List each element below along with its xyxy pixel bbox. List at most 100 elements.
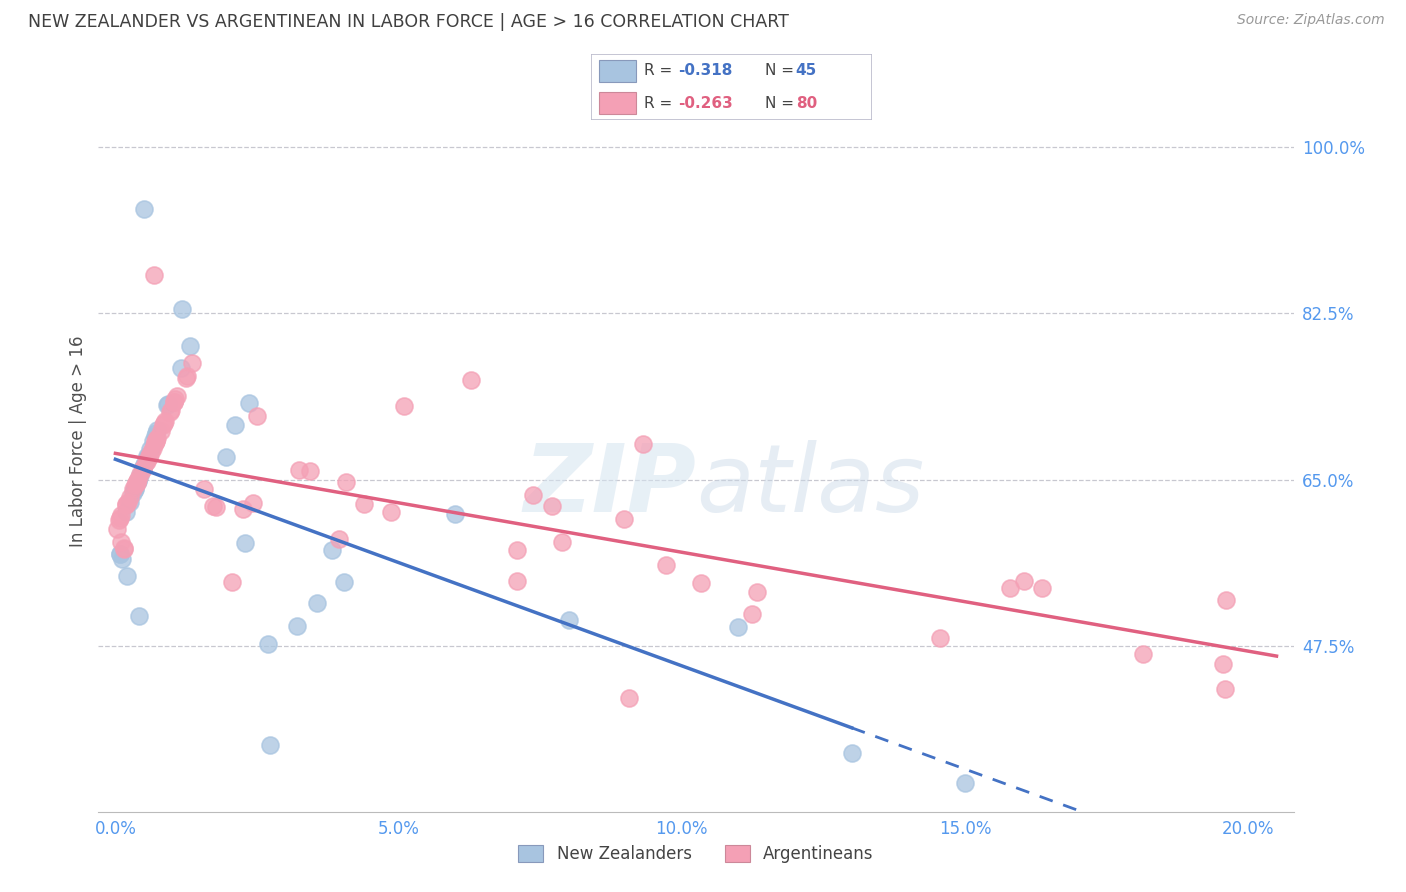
Point: [138, 450, 160, 464]
Point: [259, 739, 281, 753]
Y-axis label: In Labor Force | Age > 16: In Labor Force | Age > 16: [69, 335, 87, 548]
Point: [166, 388, 188, 402]
Point: [108, 547, 131, 561]
Point: [741, 607, 763, 621]
Point: [143, 428, 166, 442]
Point: [288, 462, 311, 476]
Point: [444, 507, 467, 521]
Point: [285, 619, 308, 633]
Text: ZIP: ZIP: [523, 440, 696, 532]
Point: [727, 620, 749, 634]
Point: [392, 399, 415, 413]
Point: [557, 613, 579, 627]
Point: [118, 490, 141, 504]
Point: [129, 467, 152, 482]
Point: [1215, 593, 1237, 607]
Point: [156, 398, 179, 412]
Text: 45: 45: [796, 63, 817, 78]
Point: [136, 449, 159, 463]
Legend: New Zealanders, Argentineans: New Zealanders, Argentineans: [512, 838, 880, 870]
Point: [145, 434, 167, 449]
Text: N =: N =: [765, 63, 799, 78]
Point: [128, 468, 150, 483]
FancyBboxPatch shape: [599, 93, 636, 114]
Point: [111, 552, 134, 566]
Point: [353, 497, 375, 511]
Point: [131, 461, 153, 475]
Point: [139, 445, 162, 459]
Text: N =: N =: [765, 95, 799, 111]
Point: [118, 495, 141, 509]
Point: [163, 395, 186, 409]
Point: [132, 458, 155, 473]
Point: [205, 500, 228, 514]
Point: [335, 475, 357, 490]
Point: [125, 475, 148, 490]
Point: [1031, 582, 1053, 596]
Point: [128, 608, 150, 623]
Point: [298, 464, 321, 478]
Point: [117, 494, 139, 508]
Point: [257, 637, 280, 651]
Point: [540, 499, 562, 513]
Point: [124, 482, 146, 496]
Point: [179, 339, 201, 353]
Point: [146, 423, 169, 437]
Point: [551, 534, 574, 549]
Text: 80: 80: [796, 95, 817, 111]
Point: [132, 458, 155, 472]
Point: [124, 478, 146, 492]
Point: [115, 497, 138, 511]
Point: [115, 499, 138, 513]
Point: [138, 449, 160, 463]
Point: [125, 475, 148, 490]
Point: [953, 776, 976, 790]
Point: [193, 483, 215, 497]
Point: [156, 396, 179, 410]
Point: [617, 690, 640, 705]
Point: [108, 510, 131, 524]
Point: [328, 533, 350, 547]
Point: [159, 402, 181, 417]
Point: [215, 450, 238, 465]
Point: [127, 474, 149, 488]
Point: [841, 746, 863, 760]
Point: [505, 542, 527, 557]
Point: [152, 418, 174, 433]
Text: -0.318: -0.318: [678, 63, 733, 78]
Point: [110, 535, 132, 549]
Text: R =: R =: [644, 63, 678, 78]
Point: [146, 431, 169, 445]
Point: [307, 596, 329, 610]
Point: [224, 417, 246, 432]
Point: [134, 202, 156, 216]
Point: [135, 454, 157, 468]
Text: atlas: atlas: [696, 441, 924, 532]
Point: [246, 409, 269, 423]
Point: [747, 585, 769, 599]
Point: [1012, 574, 1035, 589]
Point: [165, 392, 187, 407]
Point: [142, 441, 165, 455]
Point: [110, 508, 132, 522]
Point: [1212, 657, 1234, 672]
Point: [127, 473, 149, 487]
Point: [145, 433, 167, 447]
Point: [170, 301, 193, 316]
Text: -0.263: -0.263: [678, 95, 733, 111]
Point: [108, 547, 131, 561]
Point: [1000, 581, 1022, 595]
Point: [112, 542, 135, 557]
Point: [689, 576, 711, 591]
FancyBboxPatch shape: [599, 61, 636, 82]
Point: [181, 356, 204, 370]
Point: [460, 373, 482, 387]
Point: [145, 425, 167, 440]
Point: [135, 455, 157, 469]
Point: [202, 499, 225, 513]
Point: [170, 361, 193, 376]
Point: [233, 536, 256, 550]
Point: [143, 436, 166, 450]
Text: NEW ZEALANDER VS ARGENTINEAN IN LABOR FORCE | AGE > 16 CORRELATION CHART: NEW ZEALANDER VS ARGENTINEAN IN LABOR FO…: [28, 13, 789, 31]
Point: [1215, 681, 1237, 696]
